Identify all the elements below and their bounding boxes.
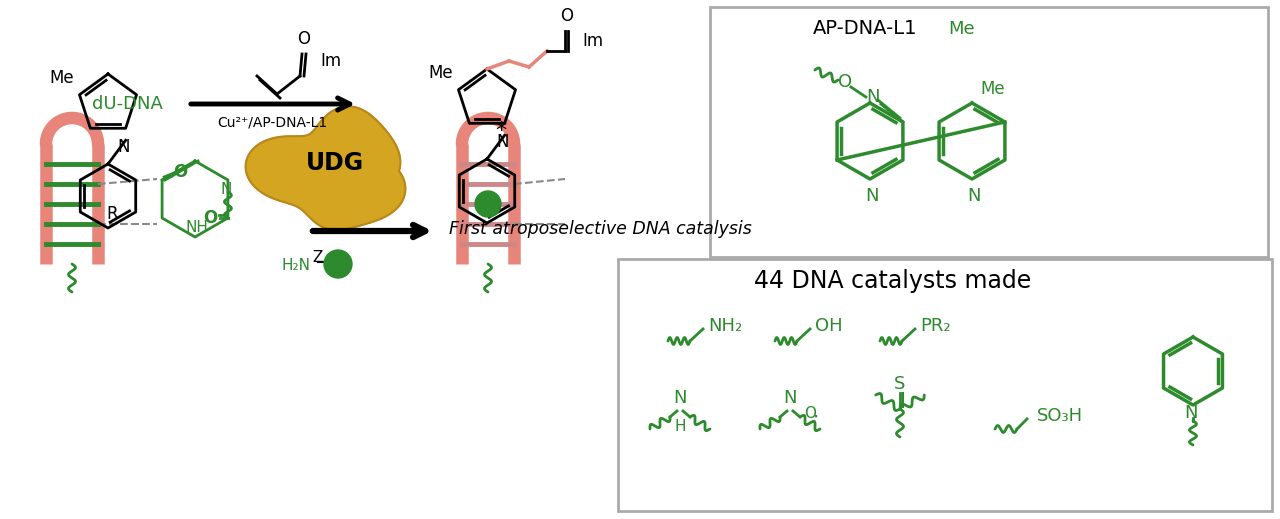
Text: O: O	[202, 209, 218, 227]
Text: N: N	[497, 133, 509, 151]
Text: dU-DNA: dU-DNA	[92, 95, 163, 113]
Text: Me: Me	[980, 80, 1005, 98]
Text: N: N	[783, 389, 796, 407]
Text: UDG: UDG	[306, 151, 364, 175]
Text: H₂N: H₂N	[282, 258, 311, 274]
Text: O: O	[297, 30, 311, 48]
Polygon shape	[246, 106, 406, 230]
Text: ⋅: ⋅	[813, 407, 819, 427]
Circle shape	[324, 250, 352, 278]
Text: 44 DNA catalysts made: 44 DNA catalysts made	[754, 269, 1032, 293]
Text: S: S	[895, 375, 906, 393]
Text: N: N	[867, 88, 879, 106]
Text: R: R	[106, 205, 118, 223]
Text: *: *	[495, 121, 507, 141]
Text: Cu²⁺/AP-DNA-L1: Cu²⁺/AP-DNA-L1	[216, 115, 328, 129]
Text: N: N	[673, 389, 687, 407]
Text: First atroposelective DNA catalysis: First atroposelective DNA catalysis	[448, 220, 751, 238]
Text: O: O	[804, 406, 817, 421]
Text: NH: NH	[186, 220, 207, 235]
FancyBboxPatch shape	[710, 7, 1268, 257]
Text: N: N	[118, 138, 129, 156]
Text: N: N	[220, 183, 232, 198]
Text: O: O	[561, 7, 573, 25]
Text: Im: Im	[582, 32, 603, 50]
Text: O: O	[838, 73, 852, 91]
Text: H: H	[675, 419, 686, 434]
Text: AP-DNA-L1: AP-DNA-L1	[813, 20, 918, 38]
Text: OH: OH	[815, 317, 842, 335]
Text: O: O	[173, 163, 187, 181]
Text: SO₃H: SO₃H	[1037, 407, 1083, 425]
FancyBboxPatch shape	[618, 259, 1272, 511]
Text: Me: Me	[50, 69, 74, 87]
Text: N: N	[1184, 404, 1198, 422]
Text: R: R	[485, 200, 497, 218]
Text: N: N	[865, 187, 879, 205]
Text: PR₂: PR₂	[920, 317, 951, 335]
Circle shape	[475, 191, 500, 217]
Text: Me: Me	[429, 64, 453, 81]
Text: NH₂: NH₂	[708, 317, 742, 335]
Text: Im: Im	[320, 52, 342, 70]
Text: Z: Z	[312, 250, 323, 265]
Text: N: N	[968, 187, 980, 205]
Text: Me: Me	[948, 20, 974, 38]
